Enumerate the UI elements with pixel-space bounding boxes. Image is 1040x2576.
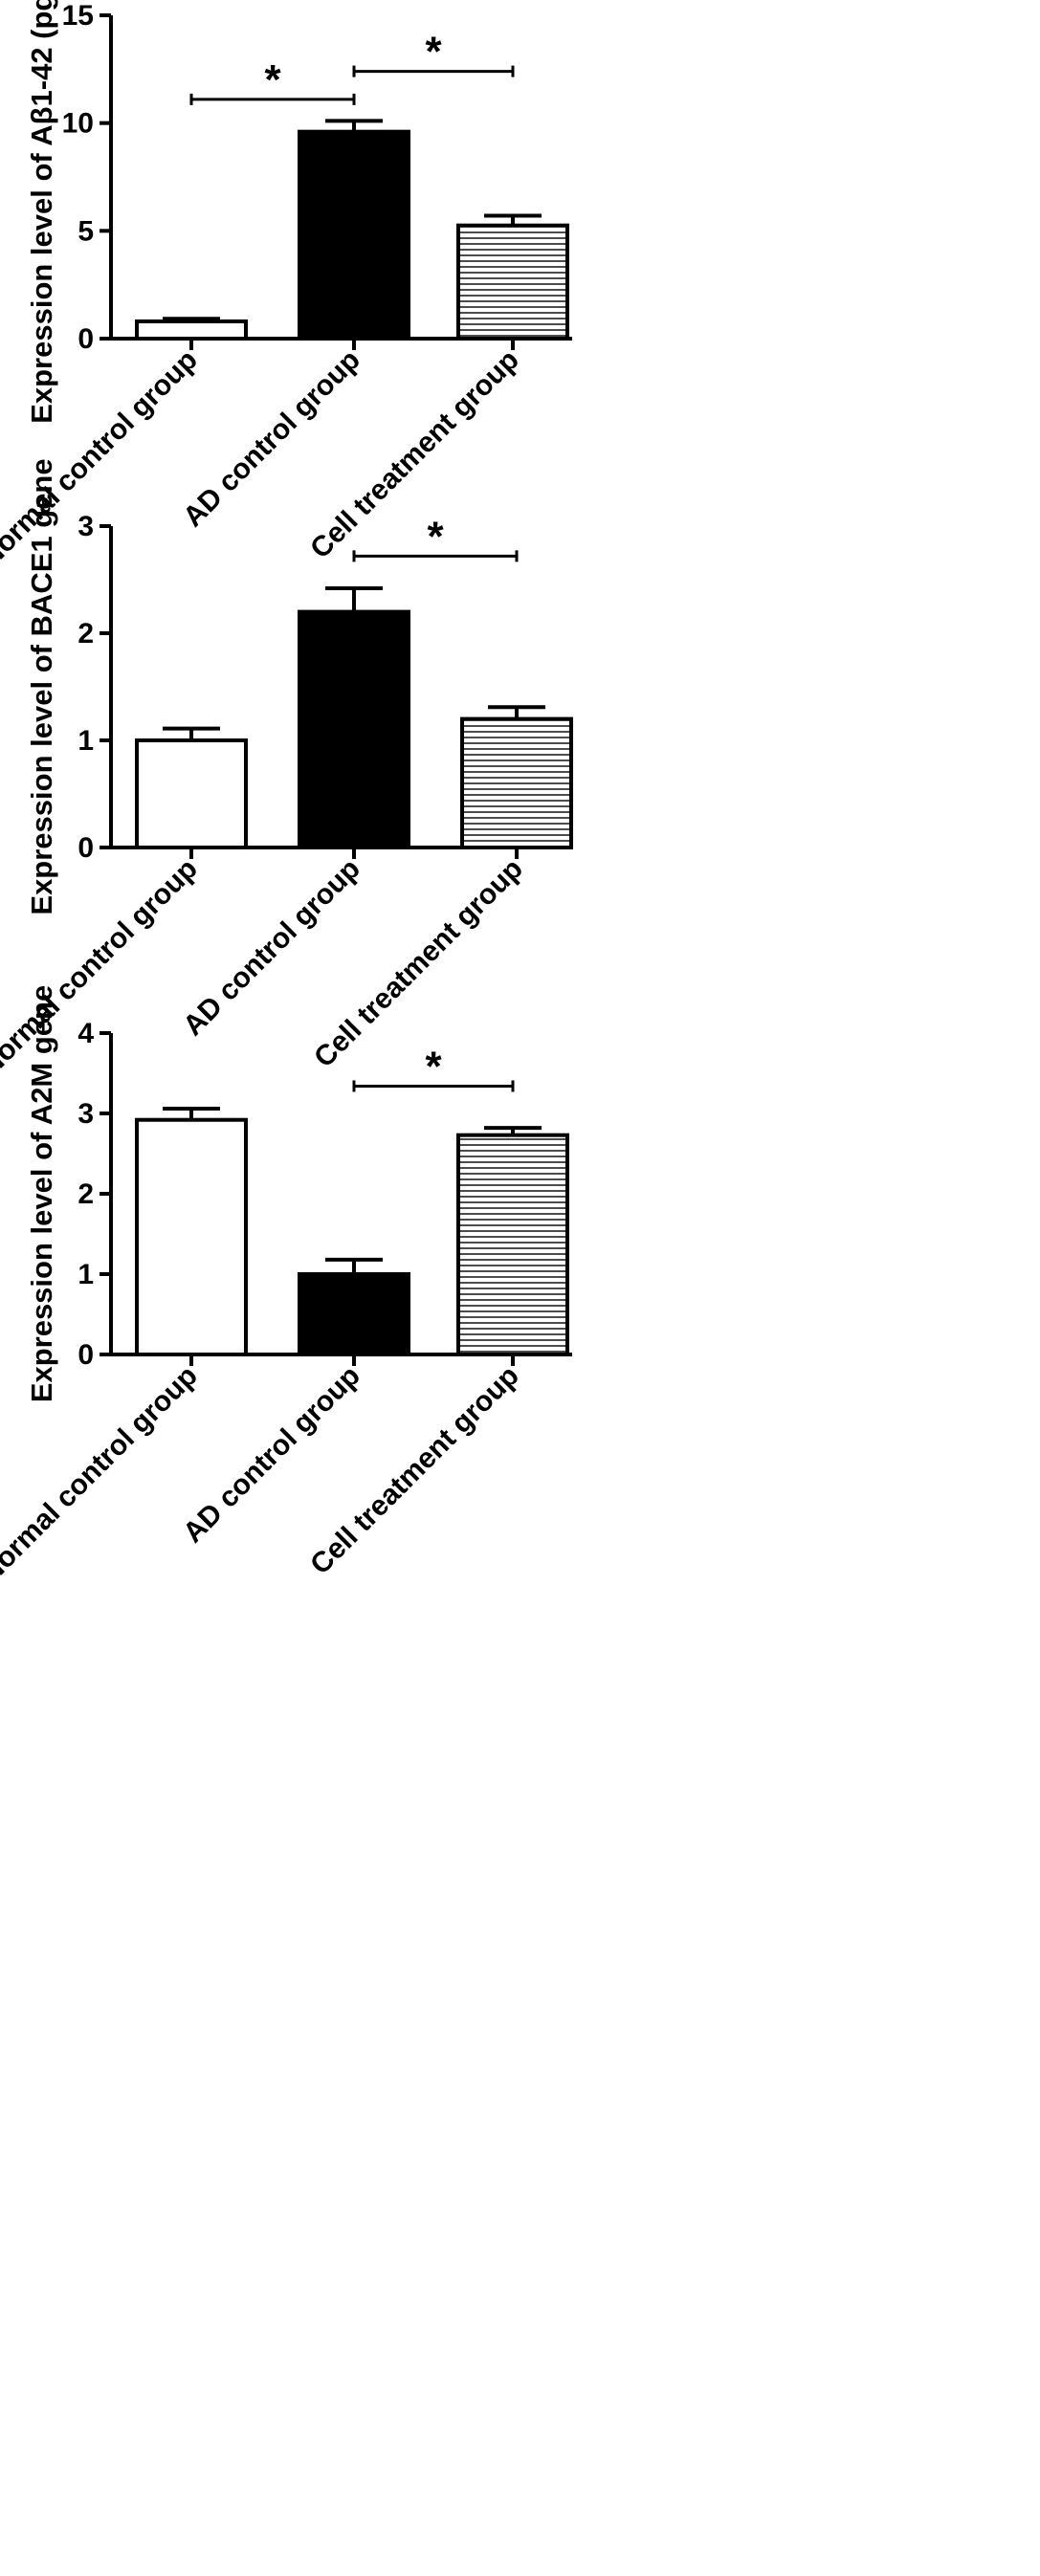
y-tick-label: 3	[77, 511, 94, 542]
bar-1	[135, 738, 248, 849]
y-tick-label: 5	[77, 215, 94, 247]
bar-2	[298, 609, 410, 849]
y-tick-label: 15	[62, 0, 94, 32]
y-tick-label: 0	[77, 323, 94, 355]
y-axis-label: Expression level of A2M gene	[25, 985, 58, 1402]
bar-3	[456, 223, 569, 341]
category-label: AD control group	[177, 853, 366, 1043]
y-tick-label: 2	[77, 1178, 94, 1210]
y-axis-label: Expression level of BACE1 gene	[25, 458, 58, 914]
y-tick-label: 1	[77, 725, 94, 757]
y-tick-label: 0	[77, 1339, 94, 1371]
bar-3	[456, 1133, 569, 1357]
y-axis-label: Expression level of Aβ1-42 (pg/mg)	[25, 0, 58, 424]
bar-1	[135, 319, 248, 341]
y-tick-label: 2	[77, 618, 94, 650]
significance-star: *	[425, 29, 442, 76]
significance-star: *	[427, 513, 444, 560]
y-tick-label: 10	[62, 108, 94, 140]
bar-1	[135, 1117, 248, 1356]
y-tick-label: 0	[77, 832, 94, 864]
category-label: AD control group	[177, 344, 366, 534]
bar-3	[460, 716, 573, 849]
significance-star: *	[264, 56, 281, 103]
bar-2	[298, 1272, 410, 1356]
y-tick-label: 4	[77, 1018, 94, 1049]
y-tick-label: 1	[77, 1259, 94, 1290]
bar-2	[298, 129, 410, 341]
significance-star: *	[425, 1043, 442, 1090]
category-label: AD control group	[177, 1360, 366, 1550]
y-tick-label: 3	[77, 1098, 94, 1130]
